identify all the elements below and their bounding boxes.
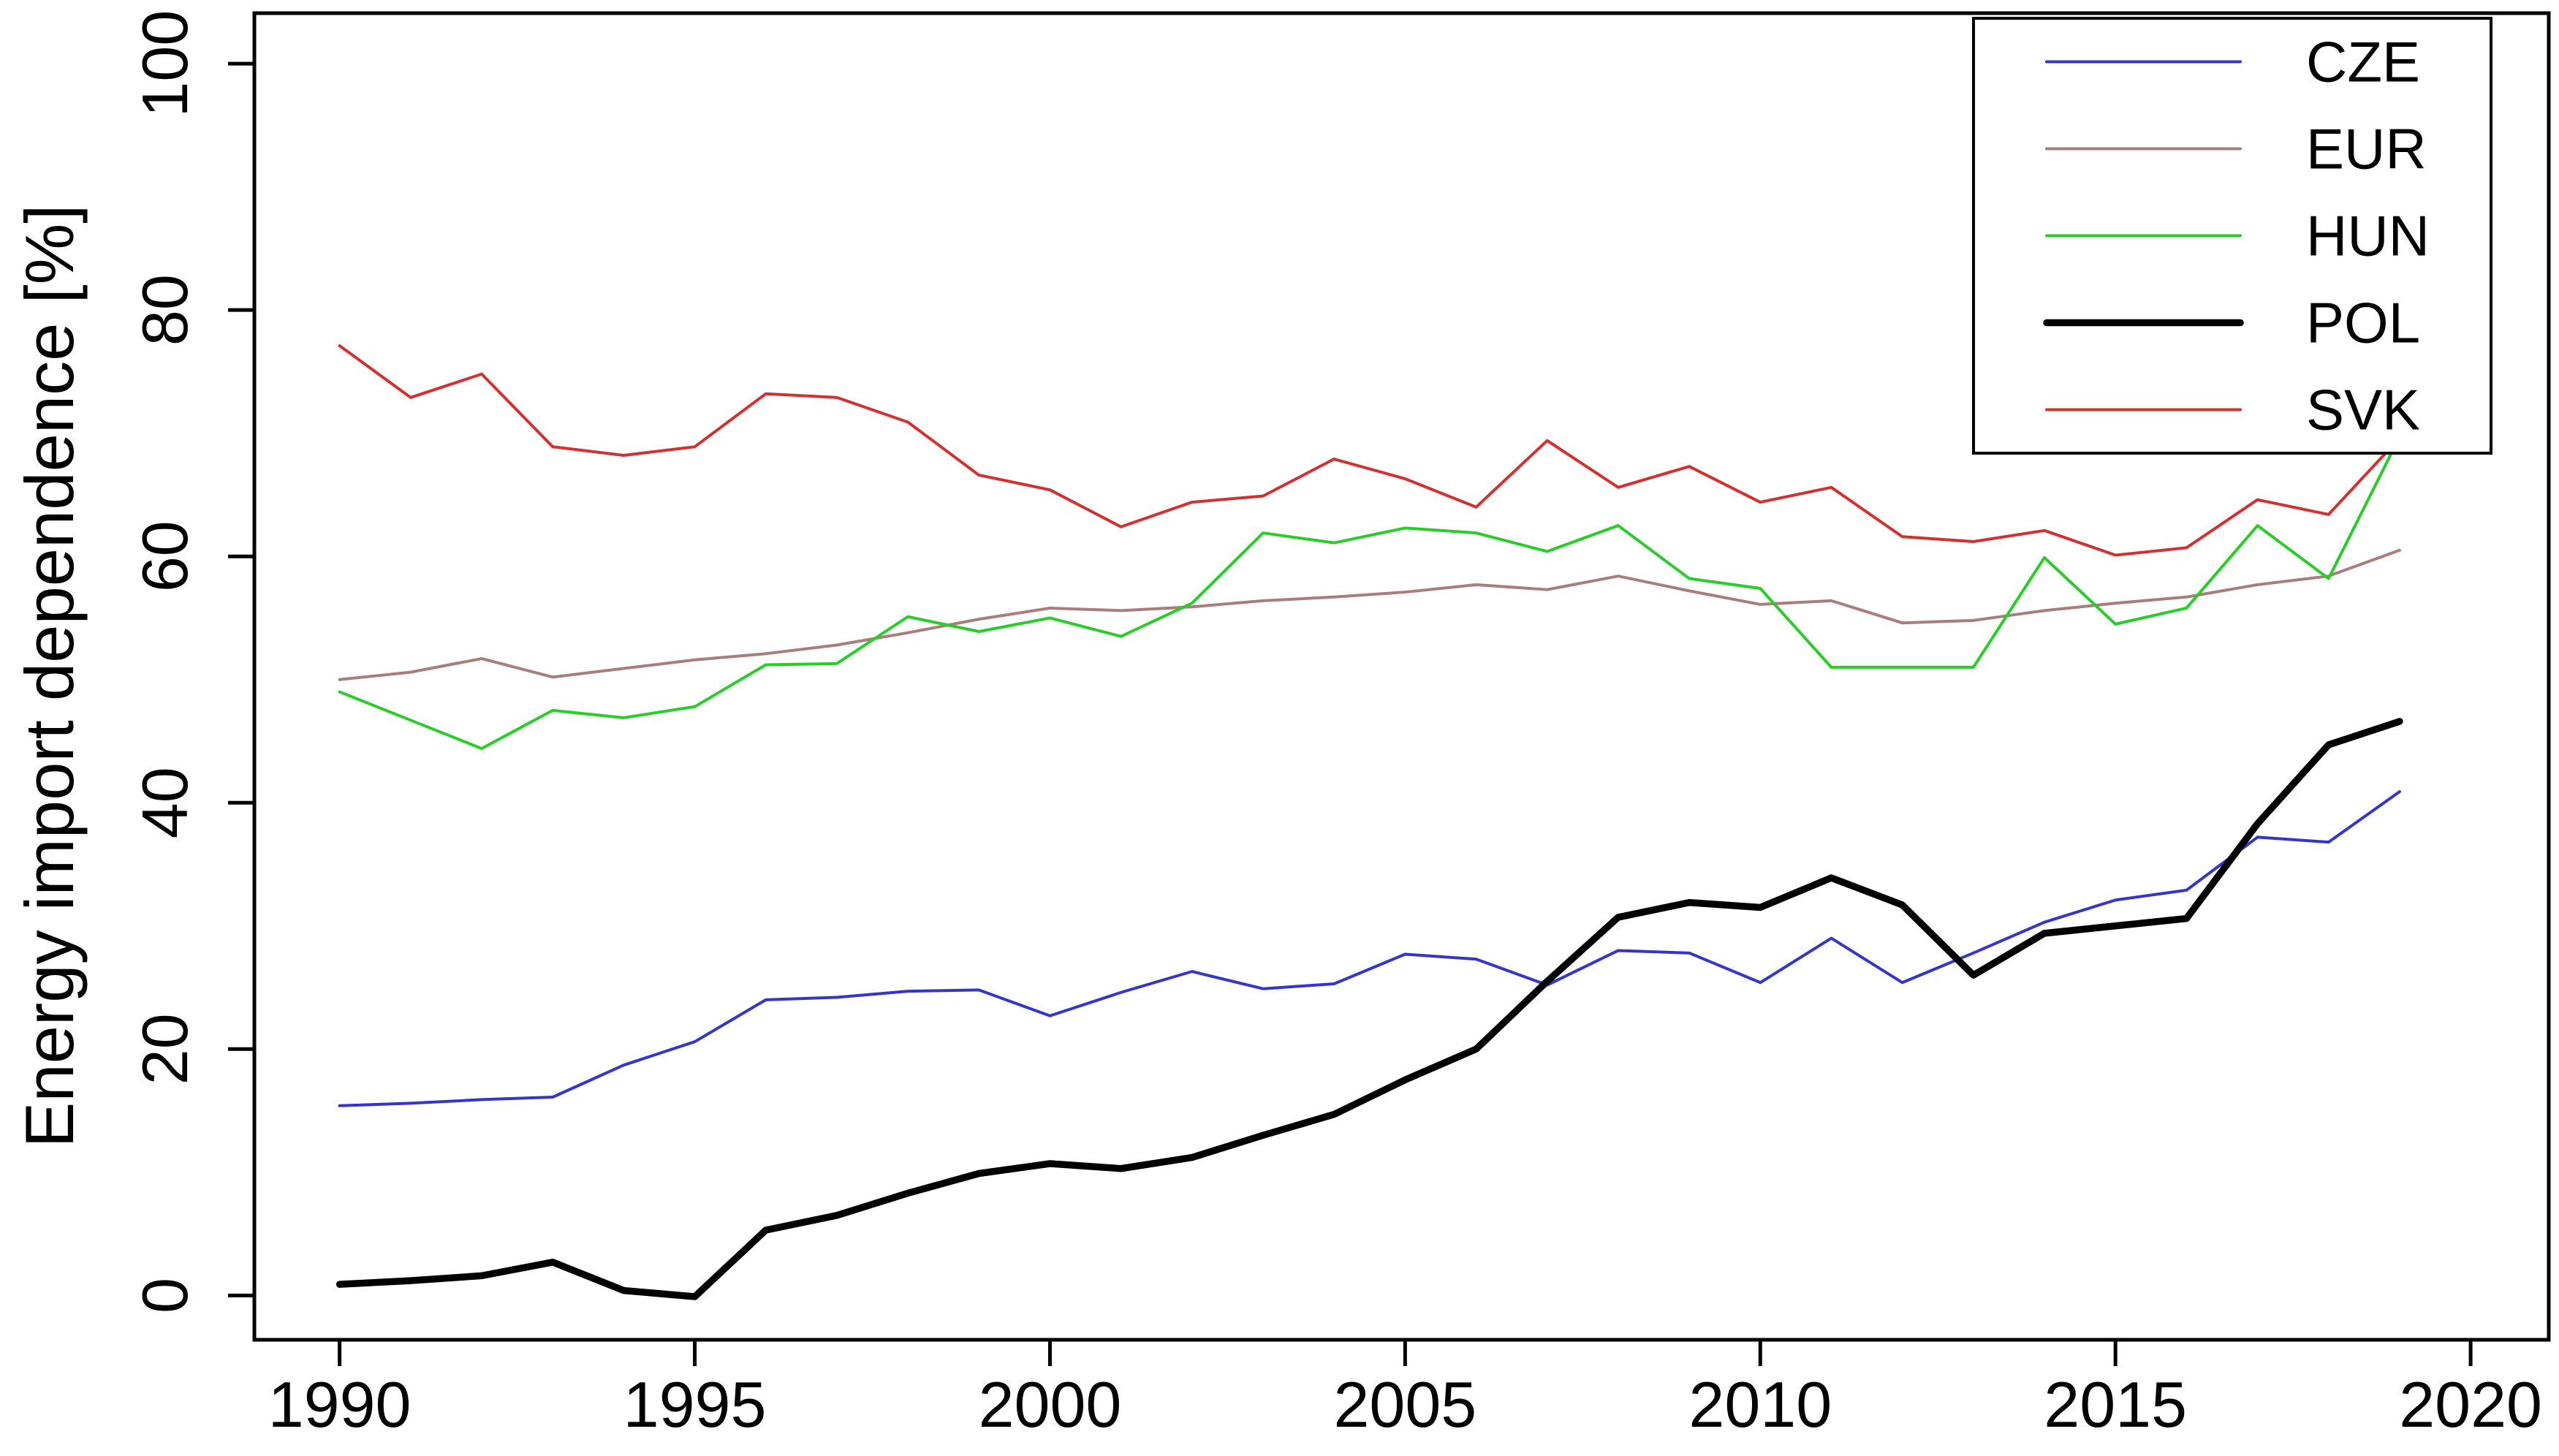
series-line-EUR — [338, 548, 2401, 681]
legend-label-SVK: SVK — [2306, 378, 2420, 442]
y-tick-label: 100 — [129, 10, 201, 118]
y-tick-label: 20 — [129, 1013, 201, 1085]
plot-area: 1990 1995 2000 2005 2010 2015 2020 0 20 40 60 80 100… — [129, 10, 2551, 1441]
legend: CZE EUR HUN POL SVK — [1972, 17, 2492, 455]
legend-label-HUN: HUN — [2306, 204, 2430, 268]
x-tick-label: 2010 — [1688, 1368, 1832, 1441]
x-tick-label: 2000 — [979, 1368, 1122, 1441]
x-tick-label: 2015 — [2044, 1368, 2187, 1441]
x-tick-label: 1995 — [623, 1368, 767, 1441]
plot-border — [252, 11, 2551, 1342]
legend-label-CZE: CZE — [2306, 30, 2420, 94]
x-tick-label: 2005 — [1333, 1368, 1476, 1441]
y-axis-title: Energy import dependence [%] — [11, 205, 88, 1148]
x-tick-label: 1990 — [268, 1368, 412, 1441]
y-tick-label: 80 — [129, 274, 201, 346]
series-line-CZE — [338, 790, 2401, 1107]
series-line-HUN — [338, 435, 2401, 751]
y-tick-label: 40 — [129, 767, 201, 838]
x-tick-label: 2020 — [2399, 1368, 2542, 1441]
series-line-POL — [335, 718, 2403, 1300]
y-tick-label: 60 — [129, 520, 201, 592]
legend-label-EUR: EUR — [2306, 117, 2427, 181]
series-line-SVK — [338, 344, 2401, 557]
legend-label-POL: POL — [2306, 291, 2420, 355]
y-tick-label: 0 — [129, 1278, 201, 1313]
